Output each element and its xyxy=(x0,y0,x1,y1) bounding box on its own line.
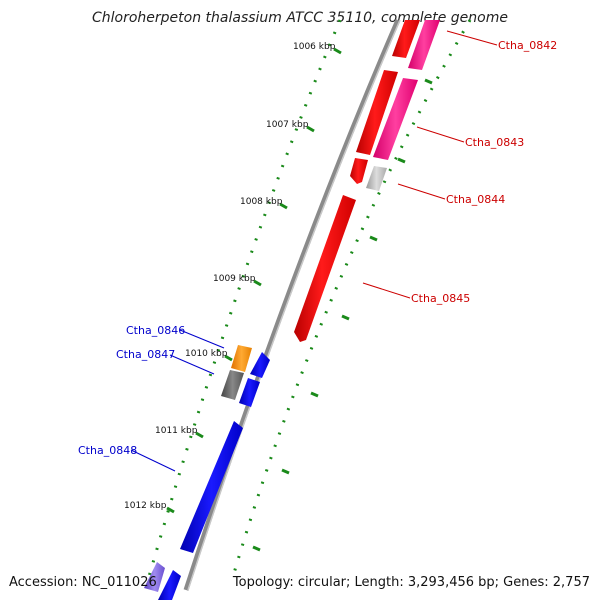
tick-label-1009: 1009 kbp xyxy=(213,274,256,284)
major-tick-marks xyxy=(166,47,433,552)
leader-lines xyxy=(130,30,498,472)
tick-label-1011: 1011 kbp xyxy=(155,426,198,436)
gene-ctha-0842-pink[interactable] xyxy=(408,20,440,70)
gene-ctha-0846[interactable] xyxy=(231,345,252,372)
gene-ctha-0844-gray[interactable] xyxy=(366,166,387,191)
gene-ctha-0847[interactable] xyxy=(221,370,244,400)
gene-label-ctha-0842[interactable]: Ctha_0842 xyxy=(498,39,557,52)
tick-label-1007: 1007 kbp xyxy=(266,120,309,130)
gene-label-ctha-0843[interactable]: Ctha_0843 xyxy=(465,136,524,149)
gene-label-ctha-0847[interactable]: Ctha_0847 xyxy=(116,348,175,361)
gene-label-ctha-0844[interactable]: Ctha_0844 xyxy=(446,193,505,206)
gene-blue-partial[interactable] xyxy=(158,570,181,600)
map-title: Chloroherpeton thalassium ATCC 35110, co… xyxy=(92,10,508,26)
gene-blue-small-a[interactable] xyxy=(250,352,270,378)
gene-ctha-0848[interactable] xyxy=(180,421,243,553)
tick-label-1008: 1008 kbp xyxy=(240,197,283,207)
gene-ctha-0844-red[interactable] xyxy=(350,158,368,184)
gene-ctha-0843-red[interactable] xyxy=(356,70,398,155)
genome-backbone xyxy=(183,19,401,591)
gene-ctha-0843-pink[interactable] xyxy=(373,78,418,160)
tick-label-1012: 1012 kbp xyxy=(124,501,167,511)
tick-label-1006: 1006 kbp xyxy=(293,42,336,52)
gene-label-ctha-0848[interactable]: Ctha_0848 xyxy=(78,444,137,457)
genome-summary: Topology: circular; Length: 3,293,456 bp… xyxy=(232,575,590,590)
gene-purple-partial[interactable] xyxy=(144,562,165,592)
accession-label: Accession: NC_011026 xyxy=(9,575,157,590)
gene-ctha-0845[interactable] xyxy=(294,195,356,342)
tick-label-1010: 1010 kbp xyxy=(185,349,228,359)
gene-label-ctha-0846[interactable]: Ctha_0846 xyxy=(126,324,185,337)
gene-blue-small-b[interactable] xyxy=(239,378,260,407)
gene-ctha-0842-red[interactable] xyxy=(392,20,420,58)
gene-label-ctha-0845[interactable]: Ctha_0845 xyxy=(411,292,470,305)
